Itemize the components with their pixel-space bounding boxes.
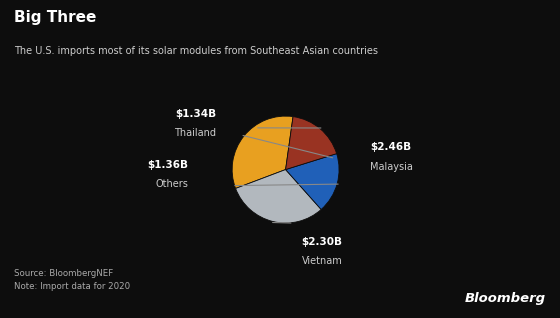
Text: Others: Others: [156, 179, 188, 189]
Text: $2.46B: $2.46B: [370, 142, 411, 152]
Text: Vietnam: Vietnam: [302, 256, 342, 266]
Text: The U.S. imports most of its solar modules from Southeast Asian countries: The U.S. imports most of its solar modul…: [14, 46, 378, 56]
Wedge shape: [286, 117, 337, 169]
Text: Bloomberg: Bloomberg: [465, 292, 546, 305]
Text: Source: BloombergNEF
Note: Import data for 2020: Source: BloombergNEF Note: Import data f…: [14, 269, 130, 291]
Wedge shape: [232, 116, 293, 189]
Wedge shape: [236, 169, 321, 223]
Text: Malaysia: Malaysia: [370, 162, 413, 171]
Text: Thailand: Thailand: [174, 128, 216, 138]
Text: $1.36B: $1.36B: [147, 160, 188, 169]
Text: $1.34B: $1.34B: [175, 109, 216, 119]
Text: Big Three: Big Three: [14, 10, 96, 24]
Wedge shape: [286, 154, 339, 210]
Text: $2.30B: $2.30B: [302, 237, 343, 247]
